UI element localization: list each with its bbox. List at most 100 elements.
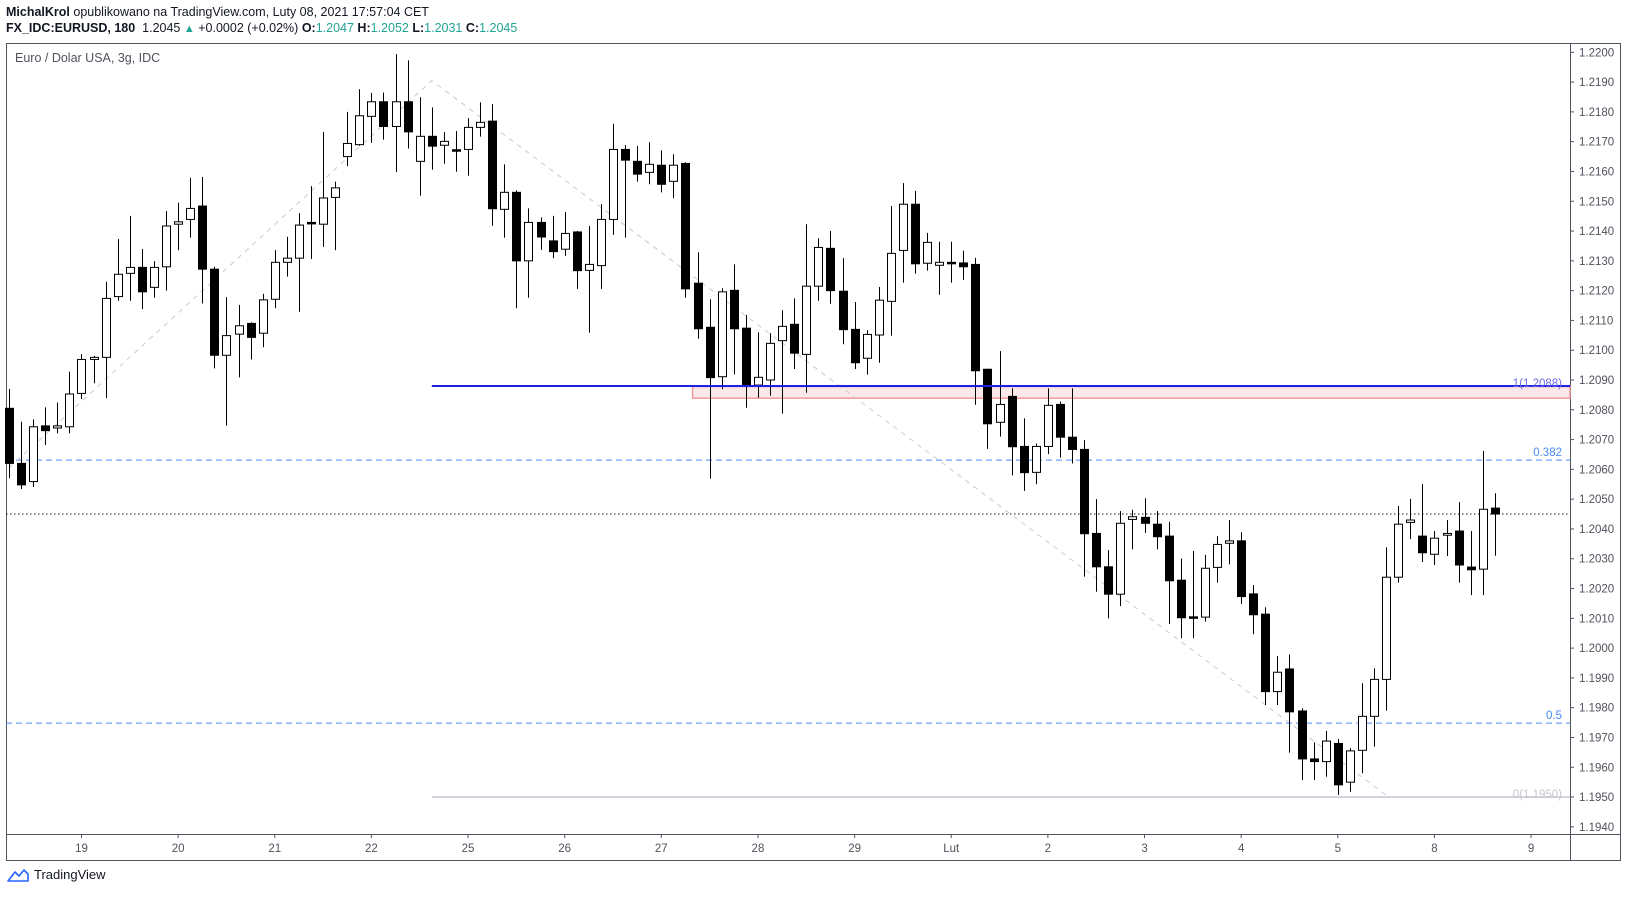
candle-body-down <box>851 328 860 364</box>
candle <box>609 123 618 235</box>
low-label: L: <box>412 21 425 35</box>
price-tick-label: 1.2020 <box>1579 584 1614 596</box>
candle <box>1491 493 1500 556</box>
fib-trend-line[interactable] <box>8 79 1389 798</box>
candle-body-down <box>549 240 558 253</box>
candle-body-down <box>730 289 739 330</box>
candle <box>150 261 159 298</box>
candle-body-up <box>814 246 823 287</box>
price-tick-label: 1.2160 <box>1579 166 1614 178</box>
candle-body-up <box>331 187 340 198</box>
resistance-zone[interactable] <box>691 385 1571 399</box>
candle <box>65 371 74 434</box>
candle <box>1285 654 1294 753</box>
candle-body-down <box>1298 710 1307 760</box>
price-tick-label: 1.2080 <box>1579 405 1614 417</box>
candle <box>524 208 533 298</box>
candle-body-up <box>887 252 896 302</box>
candle <box>875 287 884 363</box>
low-value: 1.2031 <box>424 21 463 35</box>
candle-body-up <box>778 325 787 342</box>
candle-body-down <box>1285 668 1294 713</box>
candle-body-down <box>1068 436 1077 450</box>
candle <box>1418 483 1427 563</box>
candle <box>379 92 388 140</box>
candle-body-down <box>307 221 316 225</box>
candle <box>1044 388 1053 455</box>
candle-body-down <box>247 322 256 338</box>
candle <box>1189 550 1198 639</box>
candle-body-down <box>621 148 630 161</box>
price-change: +0.0002 (+0.02%) <box>198 21 299 35</box>
publish-text: opublikowano na TradingView.com, Luty 08… <box>69 5 429 19</box>
candle-body-up <box>718 291 727 378</box>
price-axis[interactable]: 1.2200 1.2190 1.2180 1.2170 1.2160 1.2150 1.21… <box>1570 47 1614 834</box>
candle-body-up <box>1201 567 1210 618</box>
candle-body-down <box>452 149 461 152</box>
candle <box>259 293 268 348</box>
candle <box>331 181 340 251</box>
high-label: H: <box>357 21 371 35</box>
price-tick-label: 1.1950 <box>1579 792 1614 804</box>
candle <box>645 142 654 185</box>
candle <box>947 241 956 283</box>
candle-body-up <box>367 101 376 117</box>
candle <box>198 176 207 304</box>
close-value: 1.2045 <box>479 21 518 35</box>
candle-body-down <box>537 221 546 238</box>
candle-body-up <box>1032 445 1041 473</box>
candle <box>887 206 896 336</box>
candle-body-down <box>1020 445 1029 474</box>
candle-body-up <box>1358 715 1367 751</box>
price-tick-label: 1.2100 <box>1579 345 1614 357</box>
candle <box>235 304 244 378</box>
candle-body-down <box>1455 530 1464 566</box>
candle <box>1443 520 1452 557</box>
candle <box>802 224 811 393</box>
candle-body-down <box>1249 593 1258 616</box>
candle-body-up <box>524 221 533 262</box>
candle-body-up <box>754 376 763 386</box>
candle-body-up <box>1346 750 1355 783</box>
drawings-labels-layer: 1(1.2088) 0.382 0.5 0(1.1950) <box>431 378 1570 801</box>
candle <box>573 231 582 289</box>
candle-body-up <box>1430 537 1439 555</box>
time-tick-label: 28 <box>752 843 765 855</box>
tradingview-logo[interactable]: TradingView <box>6 867 106 882</box>
candle-body-up <box>802 285 811 355</box>
candle <box>657 150 666 193</box>
author-name[interactable]: MichalKrol <box>6 5 70 19</box>
candle <box>488 104 497 226</box>
candle-body-up <box>29 426 38 483</box>
candle-body-up <box>1443 532 1452 536</box>
candle <box>1128 509 1137 550</box>
candles-layer <box>5 54 1500 795</box>
candle-body-up <box>174 221 183 225</box>
candle <box>971 257 980 405</box>
candle-body-down <box>41 425 50 432</box>
time-axis[interactable]: 19 20 21 22 25 26 27 28 29 Lut 2 3 4 5 8 9 <box>75 834 1534 855</box>
price-tick-label: 1.2140 <box>1579 226 1614 238</box>
candle-body-up <box>923 241 932 264</box>
last-price: 1.2045 <box>142 21 181 35</box>
candle <box>561 211 570 256</box>
candle-body-down <box>959 262 968 268</box>
candle <box>935 241 944 295</box>
time-tick-label: 3 <box>1141 843 1147 855</box>
candle-body-up <box>283 257 292 263</box>
price-tick-label: 1.2150 <box>1579 196 1614 208</box>
candle <box>247 322 256 360</box>
candle-body-up <box>585 263 594 271</box>
candle <box>500 164 509 238</box>
candle-body-up <box>77 358 86 394</box>
candle <box>476 102 485 137</box>
price-tick-label: 1.2170 <box>1579 137 1614 149</box>
drawings-layer <box>6 79 1571 799</box>
time-tick-label: 5 <box>1335 843 1341 855</box>
candle <box>41 407 50 445</box>
price-tick-label: 1.1990 <box>1579 673 1614 685</box>
candle <box>911 190 920 274</box>
candle-body-up <box>186 207 195 220</box>
candle <box>138 248 147 310</box>
